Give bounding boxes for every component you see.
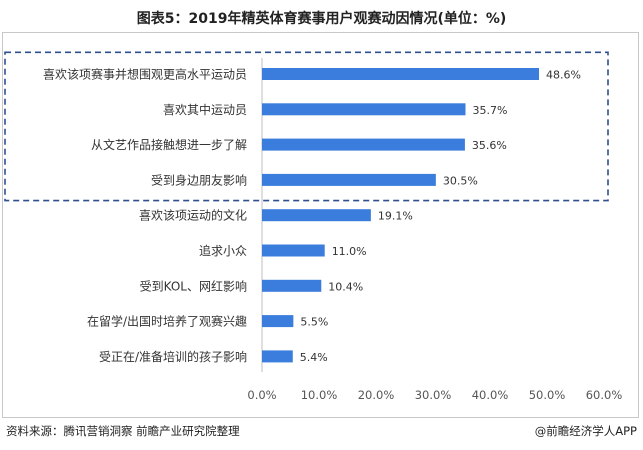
x-tick-label: 60.0% [586, 388, 623, 402]
source-note: 资料来源：腾讯营销洞察 前瞻产业研究院整理 [6, 424, 240, 438]
bar [262, 68, 540, 80]
x-tick-label: 50.0% [529, 388, 566, 402]
data-label: 11.0% [332, 245, 367, 258]
data-label: 10.4% [328, 280, 363, 293]
x-tick-label: 20.0% [358, 388, 395, 402]
bar [262, 209, 371, 222]
category-label: 在留学/出国时培养了观赛兴趣 [87, 314, 247, 329]
bar [262, 138, 465, 151]
data-label: 35.6% [472, 139, 507, 152]
highlight-box [4, 51, 609, 202]
bar [262, 350, 293, 363]
category-label: 喜欢该项赛事并想围观更高水平运动员 [43, 67, 247, 82]
chart-frame [2, 32, 639, 418]
brand-label: @前瞻经济学人APP [534, 424, 637, 438]
bar [262, 103, 466, 116]
category-label: 受到身边朋友影响 [151, 172, 247, 187]
bar [262, 279, 322, 292]
x-tick-label: 30.0% [415, 388, 452, 402]
chart-title: 图表5：2019年精英体育赛事用户观赛动因情况(单位：%) [136, 11, 507, 27]
data-label: 5.4% [300, 351, 328, 364]
data-label: 5.5% [300, 316, 328, 329]
data-label: 19.1% [378, 210, 413, 223]
x-tick-label: 10.0% [301, 388, 338, 402]
data-label: 30.5% [443, 174, 478, 187]
category-label: 追求小众 [199, 243, 247, 258]
data-label: 48.6% [546, 69, 581, 82]
bar [262, 173, 436, 186]
data-label: 35.7% [472, 104, 507, 117]
x-tick-label: 0.0% [247, 388, 276, 402]
category-label: 受到KOL、网红影响 [140, 278, 247, 293]
category-label: 受正在/准备培训的孩子影响 [99, 349, 247, 364]
category-label: 从文艺作品接触想进一步了解 [91, 137, 247, 152]
category-label: 喜欢该项运动的文化 [139, 208, 247, 223]
bar [262, 244, 325, 257]
bar [262, 315, 294, 328]
category-label: 喜欢其中运动员 [163, 102, 247, 117]
x-tick-label: 40.0% [472, 388, 509, 402]
